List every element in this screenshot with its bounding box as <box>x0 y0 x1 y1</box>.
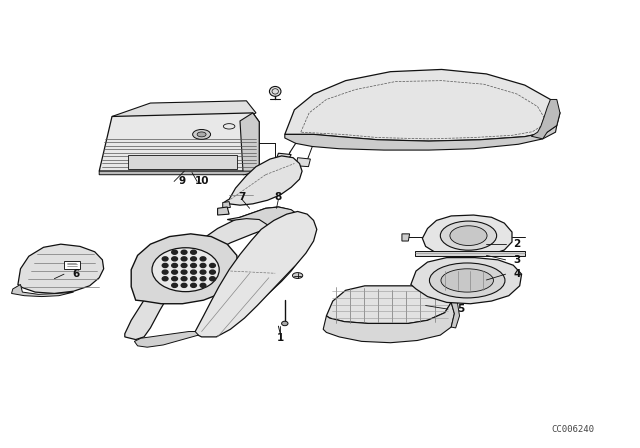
Ellipse shape <box>440 221 497 250</box>
Text: 6: 6 <box>72 269 79 279</box>
Polygon shape <box>128 155 237 169</box>
Ellipse shape <box>282 321 288 326</box>
Circle shape <box>210 263 215 267</box>
Circle shape <box>172 277 177 281</box>
Polygon shape <box>296 158 310 167</box>
Circle shape <box>210 270 215 274</box>
Polygon shape <box>134 332 198 347</box>
Ellipse shape <box>441 269 493 292</box>
Polygon shape <box>112 101 256 123</box>
Circle shape <box>191 277 196 281</box>
Polygon shape <box>125 207 291 340</box>
Circle shape <box>181 277 187 281</box>
Ellipse shape <box>292 272 303 278</box>
Text: 9: 9 <box>179 177 186 186</box>
Circle shape <box>191 250 196 254</box>
Circle shape <box>163 257 168 261</box>
Circle shape <box>172 263 177 267</box>
Text: 7: 7 <box>238 192 246 202</box>
Circle shape <box>191 263 196 267</box>
Text: 3: 3 <box>513 255 521 265</box>
Circle shape <box>181 257 187 261</box>
Circle shape <box>181 284 187 288</box>
Circle shape <box>172 257 177 261</box>
Text: 5: 5 <box>457 304 465 314</box>
Text: 4: 4 <box>513 269 521 279</box>
Polygon shape <box>131 234 238 304</box>
Polygon shape <box>326 286 451 323</box>
Polygon shape <box>323 302 454 343</box>
Polygon shape <box>402 234 410 241</box>
Polygon shape <box>195 211 317 337</box>
Circle shape <box>181 270 187 274</box>
Ellipse shape <box>450 226 487 246</box>
Circle shape <box>163 263 168 267</box>
Circle shape <box>181 250 187 254</box>
Polygon shape <box>224 156 302 205</box>
Polygon shape <box>240 113 259 175</box>
Polygon shape <box>275 153 291 162</box>
Circle shape <box>200 284 206 288</box>
Polygon shape <box>18 244 104 293</box>
Text: 8: 8 <box>275 192 282 202</box>
Polygon shape <box>99 171 259 175</box>
Bar <box>64 261 80 269</box>
Polygon shape <box>411 258 522 304</box>
Circle shape <box>210 277 215 281</box>
Ellipse shape <box>197 132 206 137</box>
Polygon shape <box>12 284 74 297</box>
Circle shape <box>200 257 206 261</box>
Circle shape <box>172 270 177 274</box>
Circle shape <box>200 277 206 281</box>
Polygon shape <box>214 207 308 317</box>
Circle shape <box>191 257 196 261</box>
Text: 1: 1 <box>276 333 284 343</box>
Polygon shape <box>415 251 525 256</box>
Polygon shape <box>99 113 259 171</box>
Polygon shape <box>223 202 230 208</box>
Circle shape <box>172 284 177 288</box>
Circle shape <box>163 277 168 281</box>
Text: 2: 2 <box>513 239 521 249</box>
Circle shape <box>200 270 206 274</box>
Circle shape <box>181 263 187 267</box>
Polygon shape <box>285 125 557 150</box>
Ellipse shape <box>429 263 505 298</box>
Polygon shape <box>531 99 560 139</box>
Text: 10: 10 <box>195 177 209 186</box>
Polygon shape <box>448 289 460 328</box>
Polygon shape <box>218 207 229 215</box>
Polygon shape <box>285 69 560 141</box>
Ellipse shape <box>269 86 281 96</box>
Circle shape <box>200 263 206 267</box>
Circle shape <box>172 250 177 254</box>
Ellipse shape <box>152 248 219 292</box>
Ellipse shape <box>193 129 211 139</box>
Circle shape <box>191 270 196 274</box>
Polygon shape <box>422 215 512 256</box>
Circle shape <box>191 284 196 288</box>
Text: CC006240: CC006240 <box>551 425 595 434</box>
Circle shape <box>163 270 168 274</box>
